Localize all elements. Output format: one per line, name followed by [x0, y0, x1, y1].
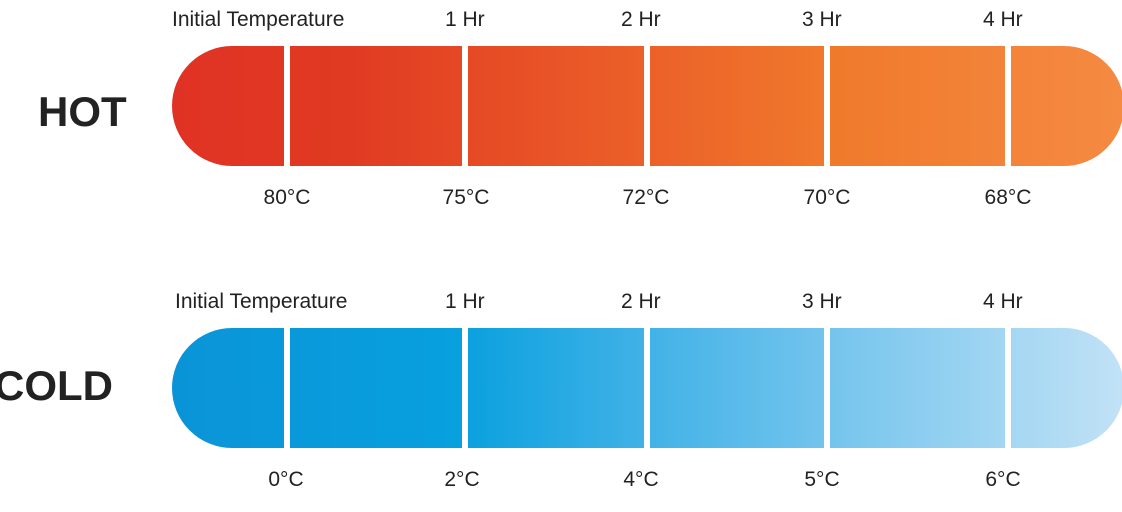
- hot-temp-2hr: 72°C: [622, 186, 670, 209]
- cold-divider-1: [284, 328, 290, 448]
- hot-time-label-1hr: 1 Hr: [445, 8, 485, 31]
- cold-temp-2hr: 4°C: [623, 468, 659, 491]
- hot-temperature-bar: [172, 46, 1122, 166]
- cold-divider-2: [462, 328, 468, 448]
- cold-time-label-1hr: 1 Hr: [445, 290, 485, 313]
- cold-label: COLD: [0, 362, 113, 409]
- hot-divider-5: [1005, 46, 1011, 166]
- hot-time-label-3hr: 3 Hr: [802, 8, 842, 31]
- cold-temp-1hr: 2°C: [444, 468, 480, 491]
- hot-divider-2: [462, 46, 468, 166]
- cold-time-label-2hr: 2 Hr: [621, 290, 661, 313]
- hot-divider-3: [644, 46, 650, 166]
- hot-divider-1: [284, 46, 290, 166]
- cold-temp-4hr: 6°C: [985, 468, 1021, 491]
- cold-temp-3hr: 5°C: [804, 468, 840, 491]
- hot-temp-initial: 80°C: [263, 186, 311, 209]
- cold-time-label-4hr: 4 Hr: [983, 290, 1023, 313]
- cold-divider-3: [644, 328, 650, 448]
- hot-temp-3hr: 70°C: [803, 186, 851, 209]
- cold-time-label-3hr: 3 Hr: [802, 290, 842, 313]
- hot-time-label-initial: Initial Temperature: [172, 8, 345, 31]
- hot-temp-4hr: 68°C: [984, 186, 1032, 209]
- hot-row: HOT Initial Temperature 1 Hr 2 Hr 3 Hr 4…: [0, 0, 1122, 230]
- hot-label: HOT: [38, 88, 127, 135]
- hot-time-label-4hr: 4 Hr: [983, 8, 1023, 31]
- cold-row: COLD Initial Temperature 1 Hr 2 Hr 3 Hr …: [0, 282, 1122, 512]
- cold-divider-4: [824, 328, 830, 448]
- hot-divider-4: [824, 46, 830, 166]
- hot-time-label-2hr: 2 Hr: [621, 8, 661, 31]
- cold-temp-initial: 0°C: [268, 468, 304, 491]
- cold-time-label-initial: Initial Temperature: [175, 290, 348, 313]
- cold-divider-5: [1005, 328, 1011, 448]
- cold-temperature-bar: [172, 328, 1122, 448]
- hot-temp-1hr: 75°C: [442, 186, 490, 209]
